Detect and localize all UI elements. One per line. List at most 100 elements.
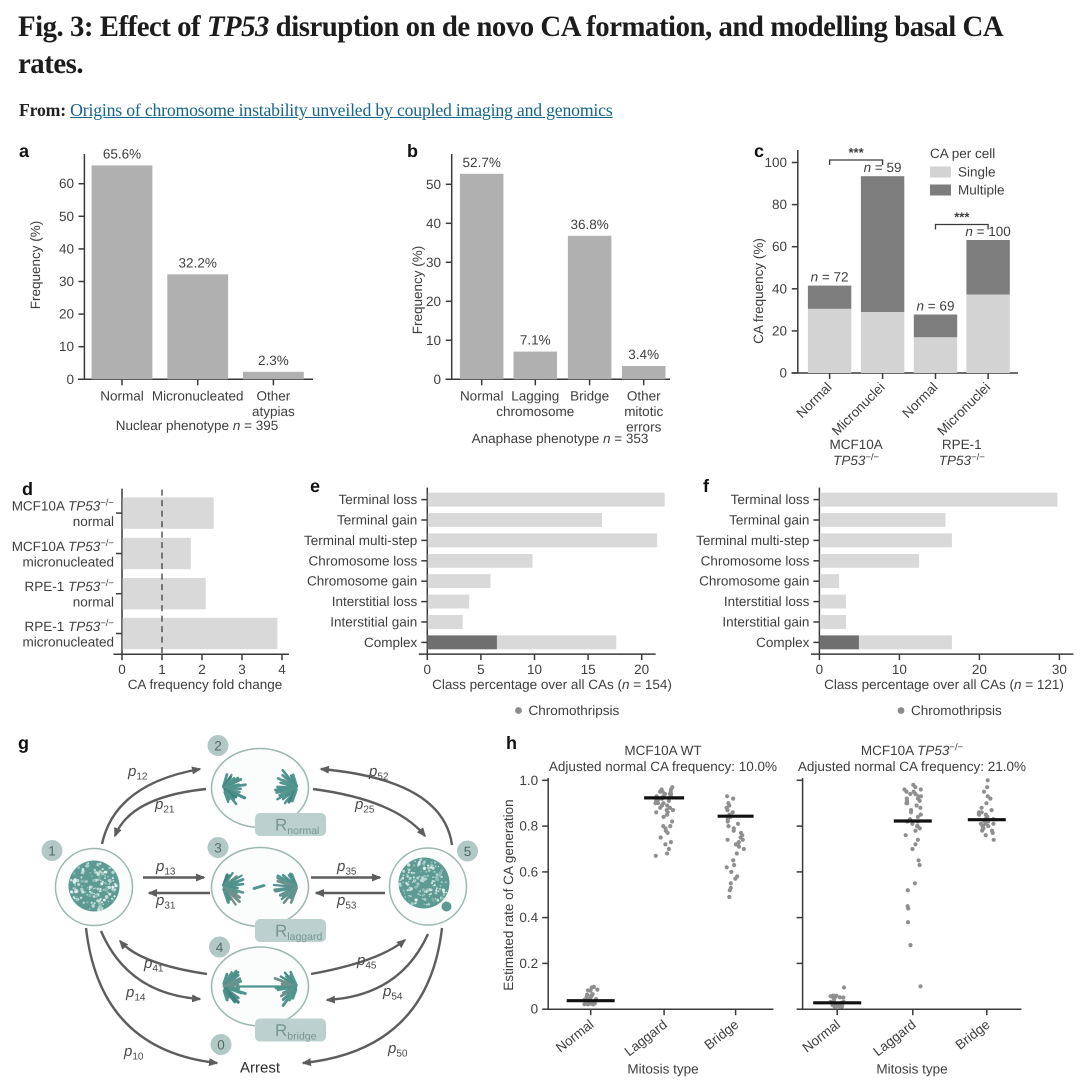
svg-text:Terminal multi-step: Terminal multi-step: [304, 533, 417, 548]
svg-text:a: a: [19, 141, 30, 161]
svg-text:Normal: Normal: [460, 388, 504, 403]
svg-text:0: 0: [779, 366, 787, 381]
svg-text:chromosome: chromosome: [496, 404, 574, 419]
svg-text:Complex: Complex: [364, 635, 418, 650]
svg-text:Terminal gain: Terminal gain: [729, 513, 809, 528]
svg-text:Nuclear phenotype n = 395: Nuclear phenotype n = 395: [116, 418, 279, 433]
svg-text:p35: p35: [336, 858, 357, 878]
svg-text:MCF10A: MCF10A: [829, 437, 882, 452]
svg-text:10: 10: [426, 333, 441, 348]
svg-text:b: b: [407, 141, 418, 161]
svg-text:0: 0: [531, 1002, 539, 1017]
svg-text:MCF10A WT: MCF10A WT: [624, 743, 701, 758]
svg-text:p45: p45: [356, 952, 377, 972]
svg-text:40: 40: [772, 281, 787, 296]
svg-text:Laggard: Laggard: [870, 1017, 918, 1059]
svg-text:20: 20: [772, 323, 787, 338]
svg-text:52.7%: 52.7%: [463, 155, 501, 170]
svg-text:Mitosis type: Mitosis type: [876, 1062, 947, 1077]
svg-text:36.8%: 36.8%: [570, 217, 608, 232]
svg-text:Terminal loss: Terminal loss: [339, 492, 418, 507]
svg-text:50: 50: [59, 209, 74, 224]
svg-text:Normal: Normal: [100, 388, 144, 403]
svg-text:n = 59: n = 59: [864, 160, 902, 175]
svg-text:Chromothripsis: Chromothripsis: [529, 703, 620, 718]
svg-text:Class percentage over all CAs: Class percentage over all CAs (n = 121): [824, 677, 1064, 692]
svg-text:4: 4: [278, 662, 286, 677]
svg-text:2: 2: [214, 738, 222, 753]
svg-text:RPE-1: RPE-1: [942, 437, 982, 452]
svg-text:0: 0: [424, 662, 432, 677]
svg-text:normal: normal: [73, 514, 114, 529]
svg-text:Class percentage over all CAs: Class percentage over all CAs (n = 154): [432, 677, 672, 692]
svg-text:0: 0: [66, 372, 74, 387]
svg-text:Interstitial gain: Interstitial gain: [722, 615, 809, 630]
svg-text:Complex: Complex: [756, 635, 810, 650]
svg-text:Adjusted normal CA frequency:: Adjusted normal CA frequency: 21.0%: [798, 759, 1026, 774]
svg-text:32.2%: 32.2%: [179, 255, 217, 270]
svg-text:MCF10A TP53−/−: MCF10A TP53−/−: [12, 498, 115, 514]
svg-text:Anaphase phenotype n = 353: Anaphase phenotype n = 353: [472, 431, 649, 446]
svg-text:50: 50: [426, 177, 441, 192]
svg-text:Terminal loss: Terminal loss: [731, 492, 810, 507]
svg-text:RPE-1 TP53−/−: RPE-1 TP53−/−: [24, 618, 114, 634]
svg-text:Micronucleated: Micronucleated: [152, 388, 244, 403]
svg-text:0: 0: [433, 372, 441, 387]
svg-text:p31: p31: [155, 892, 176, 912]
svg-text:Lagging: Lagging: [511, 388, 559, 403]
svg-text:3.4%: 3.4%: [628, 347, 659, 362]
svg-text:0: 0: [816, 662, 824, 677]
svg-text:f: f: [703, 476, 710, 496]
svg-text:***: ***: [849, 145, 865, 160]
svg-text:Chromosome loss: Chromosome loss: [701, 553, 810, 568]
svg-text:Normal: Normal: [899, 380, 940, 421]
svg-text:10: 10: [892, 662, 907, 677]
svg-text:Multiple: Multiple: [958, 183, 1005, 198]
svg-text:Bridge: Bridge: [953, 1017, 993, 1053]
svg-text:Chromosome gain: Chromosome gain: [307, 574, 417, 589]
svg-text:20: 20: [634, 662, 649, 677]
svg-text:0.4: 0.4: [519, 910, 538, 925]
svg-text:Terminal multi-step: Terminal multi-step: [696, 533, 809, 548]
svg-text:Chromothripsis: Chromothripsis: [911, 703, 1002, 718]
svg-text:p21: p21: [154, 796, 175, 816]
svg-text:Micronuclei: Micronuclei: [934, 380, 993, 439]
svg-text:5: 5: [477, 662, 485, 677]
svg-text:7.1%: 7.1%: [520, 333, 551, 348]
svg-text:1: 1: [158, 662, 166, 677]
svg-text:MCF10A TP53−/−: MCF10A TP53−/−: [12, 538, 115, 554]
svg-text:p53: p53: [336, 892, 357, 912]
svg-text:p54: p54: [382, 983, 403, 1003]
svg-text:p12: p12: [127, 763, 148, 783]
svg-text:1.0: 1.0: [519, 773, 538, 788]
svg-text:3: 3: [214, 840, 222, 855]
svg-text:1: 1: [48, 843, 56, 858]
svg-text:30: 30: [1052, 662, 1067, 677]
svg-text:Micronuclei: Micronuclei: [829, 380, 888, 439]
svg-text:2: 2: [198, 662, 206, 677]
svg-text:0.2: 0.2: [519, 956, 538, 971]
svg-text:TP53−/−: TP53−/−: [939, 452, 985, 468]
svg-text:Interstitial loss: Interstitial loss: [724, 594, 810, 609]
svg-text:Estimated rate of CA generatio: Estimated rate of CA generation: [501, 799, 516, 990]
svg-text:0.8: 0.8: [519, 819, 538, 834]
svg-text:5: 5: [464, 844, 472, 859]
svg-text:MCF10A TP53−/−: MCF10A TP53−/−: [861, 742, 964, 758]
svg-text:Terminal gain: Terminal gain: [337, 513, 417, 528]
svg-text:Bridge: Bridge: [570, 388, 609, 403]
svg-text:10: 10: [527, 662, 542, 677]
svg-text:30: 30: [59, 274, 74, 289]
svg-text:Normal: Normal: [800, 1017, 844, 1056]
svg-text:100: 100: [764, 155, 787, 170]
svg-text:p41: p41: [143, 955, 164, 975]
svg-text:Interstitial loss: Interstitial loss: [332, 594, 418, 609]
svg-text:Other: Other: [627, 388, 661, 403]
svg-text:micronucleated: micronucleated: [22, 635, 114, 650]
svg-text:Single: Single: [958, 165, 996, 180]
svg-text:Normal: Normal: [553, 1017, 597, 1056]
svg-text:p13: p13: [155, 858, 176, 878]
svg-text:normal: normal: [73, 595, 114, 610]
svg-text:micronucleated: micronucleated: [22, 555, 114, 570]
svg-text:10: 10: [59, 339, 74, 354]
svg-text:n = 72: n = 72: [811, 270, 849, 285]
